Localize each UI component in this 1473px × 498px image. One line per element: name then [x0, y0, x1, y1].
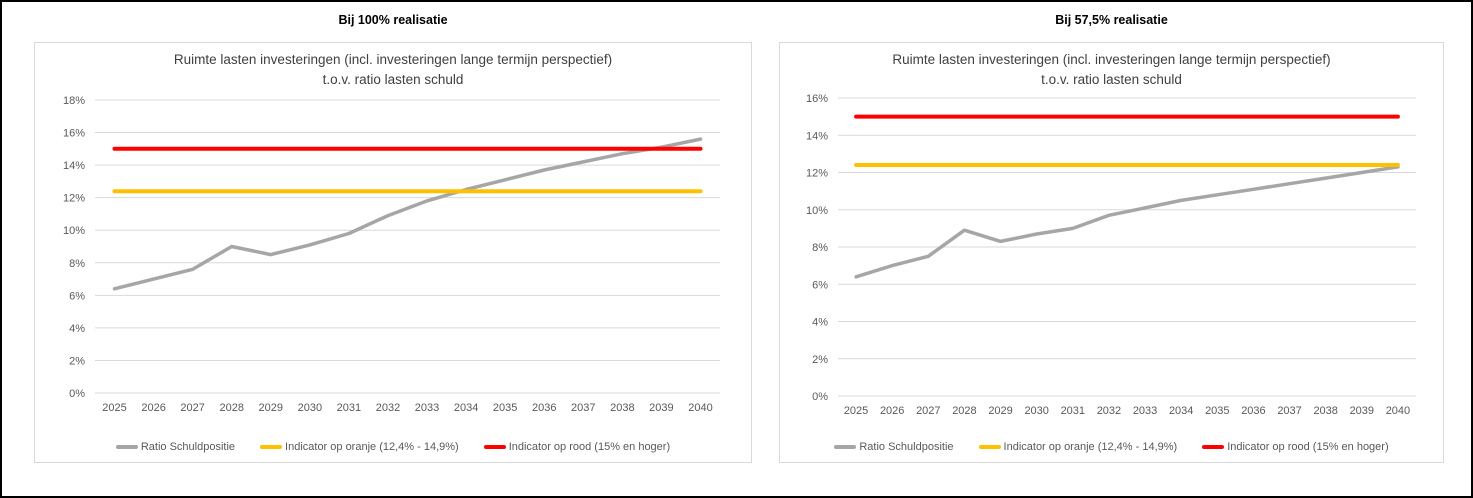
legend-swatch-icon	[978, 445, 1001, 449]
legend-item: Ratio Schuldpositie	[834, 441, 954, 453]
y-axis-tick-label: 8%	[812, 242, 828, 254]
y-axis-tick-label: 10%	[806, 205, 828, 217]
legend-item: Indicator op rood (15% en hoger)	[483, 441, 671, 453]
chart-legend: Ratio Schuldpositie Indicator op oranje (…	[780, 441, 1443, 453]
scenario-header-100: Bij 100% realisatie	[338, 13, 448, 27]
chart-title-line1: Ruimte lasten investeringen (incl. inves…	[173, 52, 613, 67]
x-axis-tick-label: 2035	[493, 402, 517, 414]
legend-swatch-icon	[1202, 445, 1225, 449]
scenario-header-57-5: Bij 57,5% realisatie	[1055, 13, 1168, 27]
legend-label: Ratio Schuldpositie	[859, 441, 954, 453]
legend-swatch-icon	[834, 445, 857, 449]
chart-legend: Ratio Schuldpositie Indicator op oranje (…	[35, 441, 751, 453]
y-axis-tick-label: 14%	[63, 160, 85, 172]
y-axis-tick-label: 2%	[812, 354, 828, 366]
y-axis-tick-label: 0%	[69, 388, 85, 400]
y-axis-tick-label: 12%	[806, 168, 828, 180]
x-axis-tick-label: 2026	[880, 405, 904, 417]
x-axis-tick-label: 2028	[952, 405, 976, 417]
y-axis-tick-label: 16%	[63, 128, 85, 140]
y-axis-tick-label: 4%	[69, 323, 85, 335]
legend-label: Ratio Schuldpositie	[140, 441, 236, 453]
x-axis-tick-label: 2031	[1061, 405, 1085, 417]
chart-title-line2: t.o.v. ratio lasten schuld	[322, 72, 464, 88]
x-axis-tick-label: 2030	[1024, 405, 1048, 417]
chart-title-line2: t.o.v. ratio lasten schuld	[1041, 72, 1182, 88]
x-axis-tick-label: 2037	[571, 402, 595, 414]
legend-swatch-icon	[115, 445, 138, 449]
x-axis-tick-label: 2040	[688, 402, 712, 414]
x-axis-tick-label: 2038	[1313, 405, 1337, 417]
x-axis-tick-label: 2035	[1205, 405, 1229, 417]
chart-card-100: Ruimte lasten investeringen (incl. inves…	[34, 42, 752, 463]
x-axis-tick-label: 2040	[1386, 405, 1410, 417]
x-axis-tick-label: 2027	[916, 405, 940, 417]
x-axis-tick-label: 2030	[298, 402, 322, 414]
plot-area: 18% 16% 14% 12% 10% 8% 6% 4% 2% 0% 2025 2026 2027 202…	[63, 95, 720, 414]
legend-item: Indicator op oranje (12,4% - 14,9%)	[260, 441, 459, 453]
legend-label: Indicator op rood (15% en hoger)	[1227, 441, 1389, 453]
plot-area: 16% 14% 12% 10% 8% 6% 4% 2% 0% 2025 2026 2027 2028 20…	[806, 93, 1416, 417]
chart-title: Ruimte lasten investeringen (incl. inves…	[780, 50, 1443, 91]
legend-label: Indicator op rood (15% en hoger)	[508, 441, 671, 453]
y-axis-tick-label: 14%	[806, 130, 828, 142]
y-axis-tick-label: 8%	[69, 258, 85, 270]
series-line-ratio-schuldpositie	[854, 165, 1400, 279]
legend-item: Indicator op oranje (12,4% - 14,9%)	[978, 441, 1178, 453]
chart-title-line1: Ruimte lasten investeringen (incl. inves…	[892, 52, 1331, 67]
legend-item: Indicator op rood (15% en hoger)	[1202, 441, 1389, 453]
legend-swatch-icon	[260, 445, 283, 449]
x-axis-tick-label: 2027	[180, 402, 204, 414]
x-axis-tick-label: 2039	[649, 402, 673, 414]
x-axis-tick-label: 2037	[1277, 405, 1301, 417]
x-axis-tick-label: 2033	[415, 402, 439, 414]
x-axis-tick-label: 2025	[844, 405, 868, 417]
x-axis-tick-label: 2026	[141, 402, 165, 414]
y-axis-tick-label: 10%	[63, 225, 85, 237]
x-axis-tick-label: 2025	[102, 402, 126, 414]
x-axis-tick-label: 2033	[1133, 405, 1157, 417]
y-axis-tick-label: 0%	[812, 391, 828, 403]
x-axis-tick-label: 2029	[259, 402, 283, 414]
y-axis-tick-label: 16%	[806, 93, 828, 105]
x-axis-tick-label: 2031	[337, 402, 361, 414]
x-axis-tick-label: 2034	[454, 402, 478, 414]
legend-item: Ratio Schuldpositie	[115, 441, 236, 453]
x-axis-tick-label: 2029	[988, 405, 1012, 417]
series-line-ratio-schuldpositie	[112, 137, 703, 291]
y-axis-tick-label: 4%	[812, 317, 828, 329]
y-axis-tick-label: 12%	[63, 193, 85, 205]
x-axis-tick-label: 2032	[376, 402, 400, 414]
x-axis-tick-label: 2039	[1350, 405, 1374, 417]
y-axis-tick-label: 2%	[69, 355, 85, 367]
chart-title: Ruimte lasten investeringen (incl. inves…	[35, 50, 751, 91]
x-axis-tick-label: 2034	[1169, 405, 1193, 417]
legend-label: Indicator op oranje (12,4% - 14,9%)	[285, 441, 459, 453]
x-axis-tick-label: 2038	[610, 402, 634, 414]
x-axis-tick-label: 2028	[219, 402, 243, 414]
y-axis-tick-label: 6%	[69, 290, 85, 302]
legend-swatch-icon	[483, 445, 506, 449]
y-axis-tick-label: 18%	[63, 95, 85, 107]
x-axis-tick-label: 2036	[532, 402, 556, 414]
chart-card-57-5: Ruimte lasten investeringen (incl. inves…	[779, 42, 1444, 463]
legend-label: Indicator op oranje (12,4% - 14,9%)	[1003, 441, 1178, 453]
y-axis-tick-label: 6%	[812, 279, 828, 291]
x-axis-tick-label: 2032	[1097, 405, 1121, 417]
x-axis-tick-label: 2036	[1241, 405, 1265, 417]
